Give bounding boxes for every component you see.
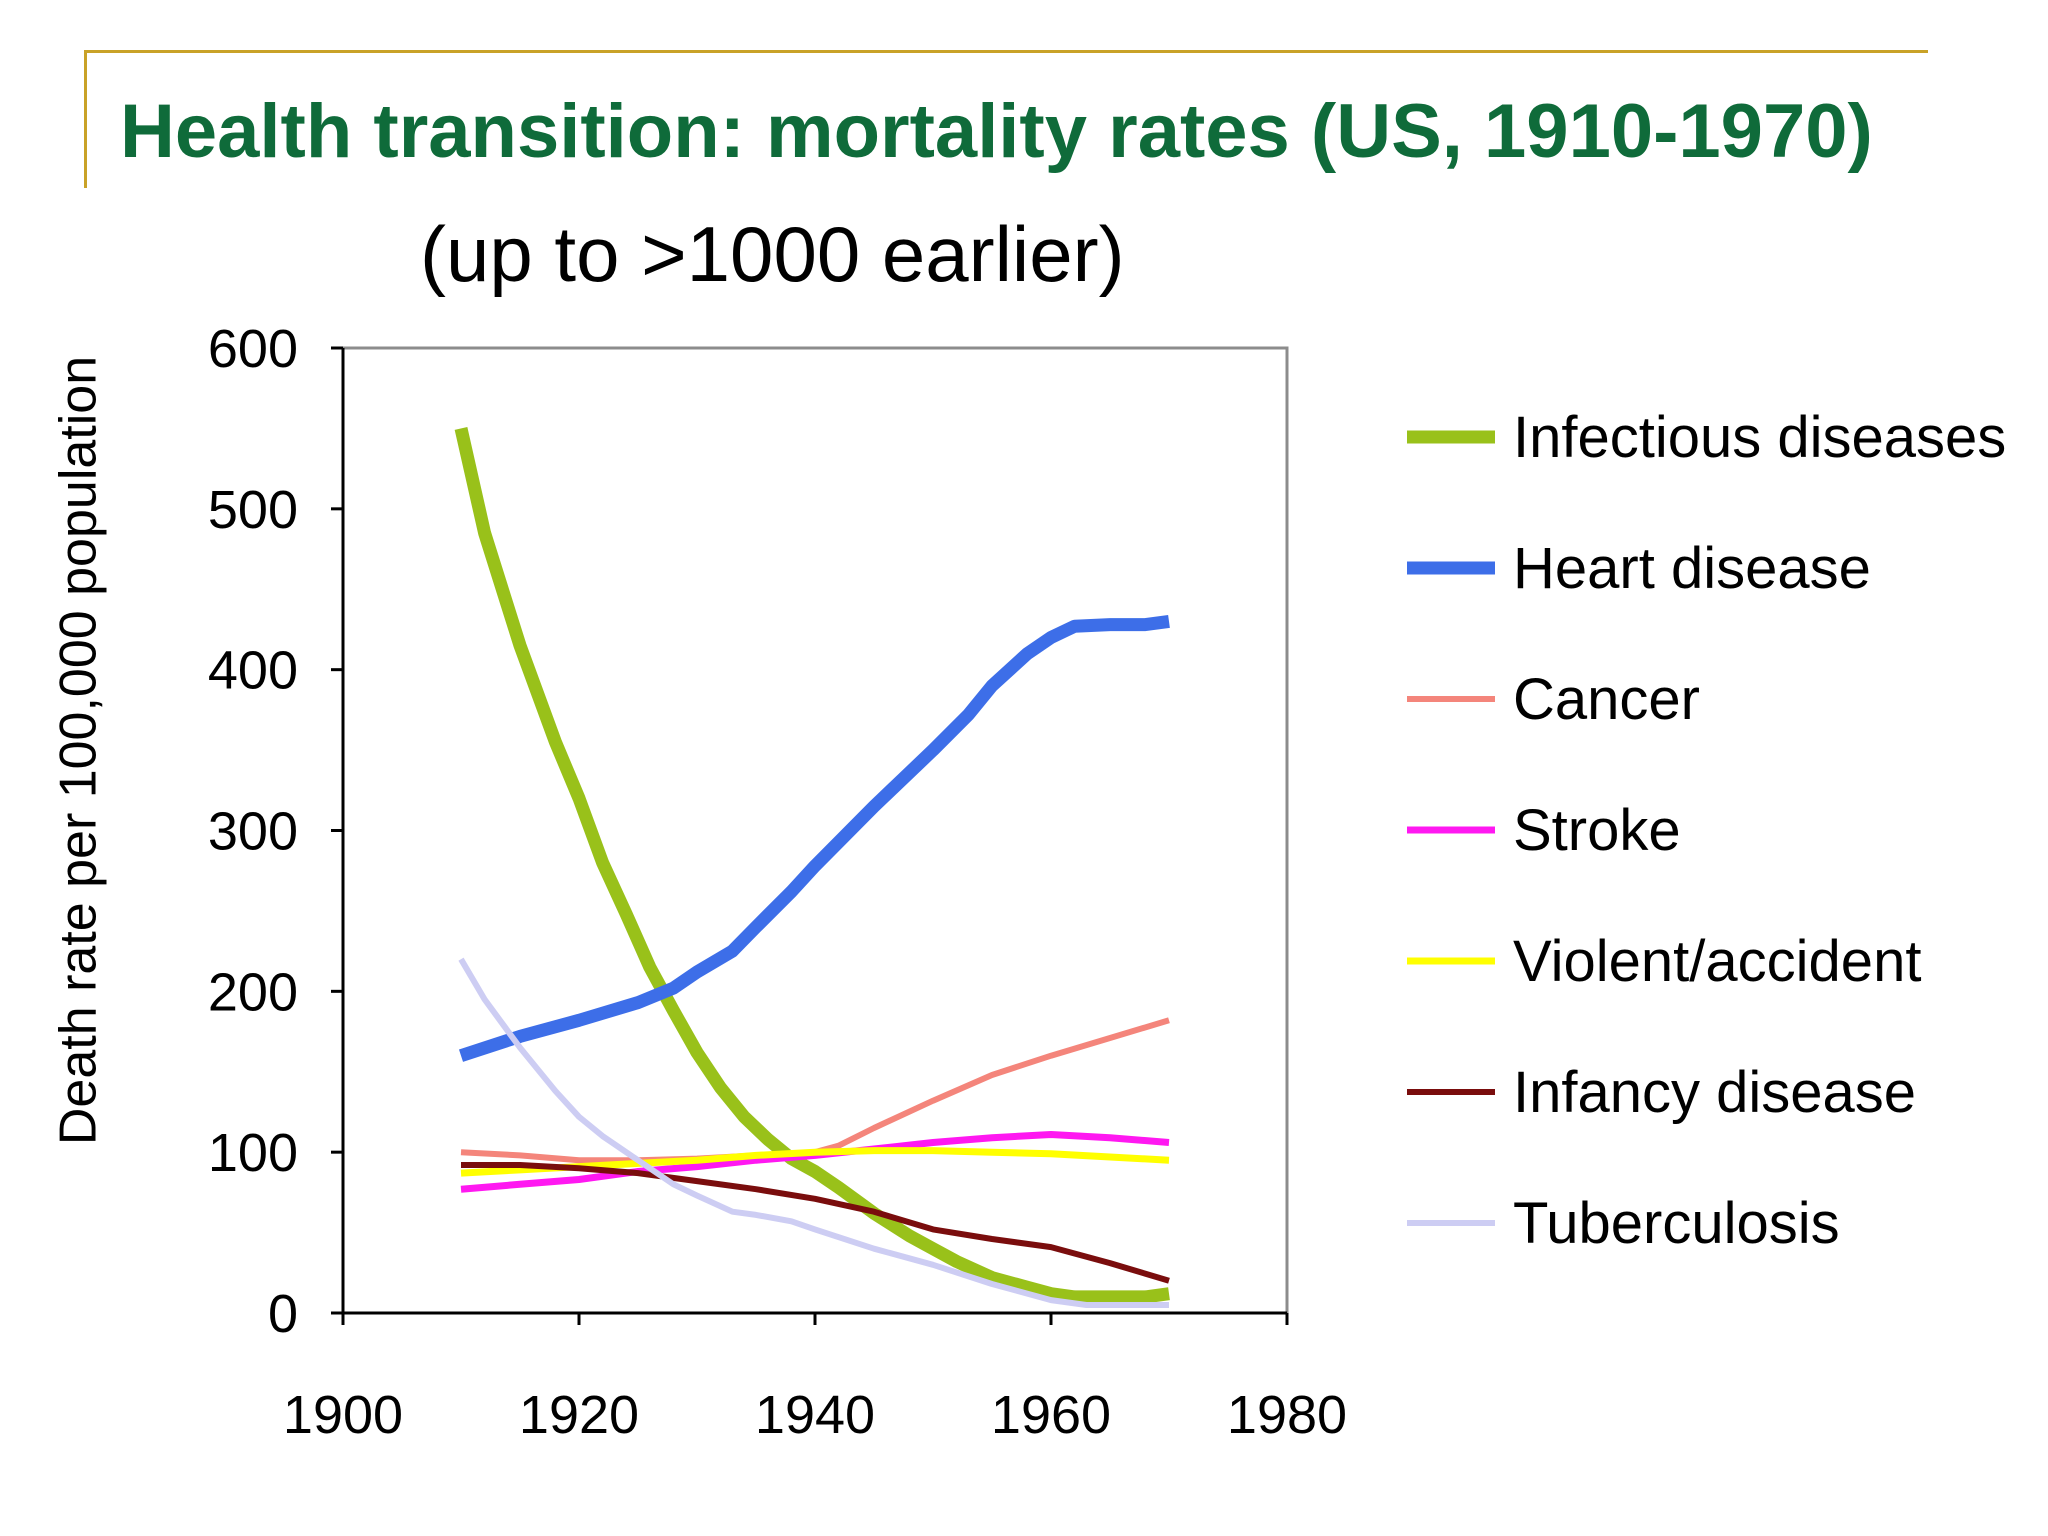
series-layer [454,426,1170,1308]
y-tick-label: 300 [208,802,298,862]
y-axis-ticks: 0 100 200 300 400 500 600 [208,319,343,1344]
x-tick-label: 1980 [1227,1385,1347,1445]
legend-label-heart-disease: Heart disease [1513,536,1871,601]
legend-label-stroke: Stroke [1513,798,1681,863]
y-tick-label: 600 [208,319,298,379]
y-tick-label: 0 [268,1284,298,1344]
series-line-infancy-disease [461,1162,1170,1284]
legend-label-cancer: Cancer [1513,667,1700,732]
slide-frame-top-rule [84,50,1928,53]
x-axis-ticks: 1900 1920 1940 1960 1980 [283,1313,1347,1445]
x-tick-label: 1920 [519,1385,639,1445]
legend-label-tuberculosis: Tuberculosis [1513,1191,1840,1256]
series-line-tuberculosis [458,957,1169,1308]
slide-frame-left-rule [84,50,87,188]
series-line-heart-disease [458,614,1170,1062]
y-tick-label: 100 [208,1123,298,1183]
y-tick-label: 200 [208,962,298,1022]
x-tick-label: 1960 [991,1385,1111,1445]
legend-label-infancy-disease: Infancy disease [1513,1060,1916,1125]
y-axis-title: Death rate per 100,000 population [50,356,108,1145]
y-tick-label: 500 [208,480,298,540]
slide-title: Health transition: mortality rates (US, … [120,89,1873,174]
legend-label-violent-accident: Violent/accident [1513,929,1921,994]
legend: Infectious diseases Heart disease Cancer St… [1407,405,2006,1256]
slide-subtitle: (up to >1000 earlier) [420,210,1125,298]
x-tick-label: 1900 [283,1385,403,1445]
y-tick-label: 400 [208,641,298,701]
x-tick-label: 1940 [755,1385,875,1445]
legend-label-infectious-diseases: Infectious diseases [1513,405,2006,470]
